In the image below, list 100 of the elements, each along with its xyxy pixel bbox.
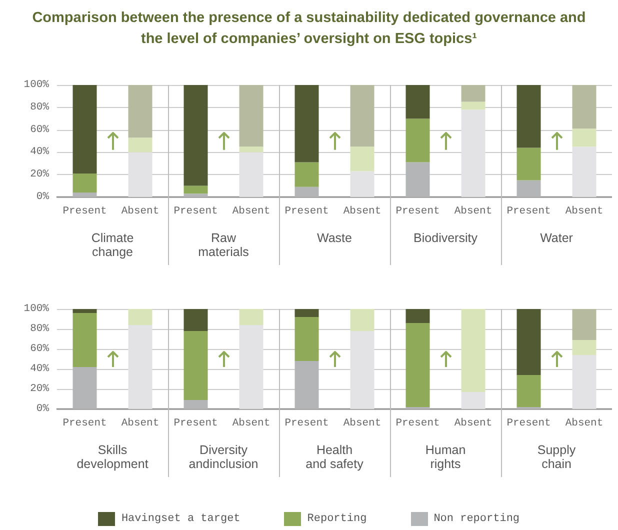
bar: [128, 138, 152, 152]
bar: [461, 85, 486, 102]
y-tick-label: 0%: [36, 403, 50, 415]
bar: [406, 323, 430, 407]
bar: [350, 309, 374, 331]
x-axis-title: Health and safety: [306, 443, 364, 471]
x-tick-label: Absent: [232, 418, 270, 430]
x-tick-label: Absent: [343, 206, 382, 218]
bar: [516, 309, 541, 375]
x-tick-label: Present: [174, 418, 218, 430]
x-tick-label: Present: [506, 418, 551, 430]
bar: [184, 186, 208, 194]
bar: [461, 102, 486, 110]
bar: [350, 331, 374, 409]
bar: [128, 309, 152, 325]
bar: [350, 85, 374, 147]
y-tick-label: 80%: [30, 323, 50, 335]
bar: [516, 148, 541, 180]
bar: [516, 375, 541, 407]
x-axis-title: Biodiversity: [414, 231, 478, 245]
legend-label: Havingset a target: [121, 513, 240, 525]
x-tick-label: Present: [396, 206, 440, 218]
legend-label: Non reporting: [434, 513, 520, 525]
x-axis-title: Water: [540, 231, 573, 245]
bar: [406, 309, 430, 323]
bar: [128, 85, 152, 138]
bar: [350, 171, 374, 197]
y-tick-label: 0%: [36, 191, 50, 203]
bar: [239, 152, 264, 197]
bar: [294, 317, 319, 361]
bar: [406, 85, 430, 119]
x-tick-label: Present: [174, 206, 218, 218]
y-tick-label: 100%: [24, 79, 50, 91]
bar: [406, 118, 430, 162]
x-tick-label: Absent: [121, 418, 160, 430]
y-tick-label: 40%: [30, 146, 50, 158]
x-tick-label: Present: [62, 206, 107, 218]
bar: [294, 162, 319, 187]
bar: [184, 309, 208, 331]
bar: [72, 85, 97, 174]
legend-label: Reporting: [307, 513, 367, 525]
x-tick-label: Present: [506, 206, 551, 218]
x-tick-label: Absent: [565, 206, 604, 218]
x-tick-label: Absent: [454, 418, 492, 430]
bar: [72, 309, 97, 313]
bar: [572, 85, 596, 129]
bar: [72, 313, 97, 367]
x-tick-label: Present: [396, 418, 440, 430]
bar: [572, 355, 596, 409]
bar: [294, 85, 319, 162]
bar: [294, 186, 319, 197]
bar: [239, 325, 264, 409]
x-tick-label: Absent: [565, 418, 604, 430]
bar: [516, 180, 541, 197]
x-tick-label: Present: [284, 418, 329, 430]
x-axis-title: Human rights: [425, 443, 466, 471]
bar: [128, 325, 152, 409]
bar: [516, 85, 541, 148]
bar: [461, 309, 486, 392]
bar: [572, 340, 596, 355]
x-tick-label: Absent: [121, 206, 160, 218]
x-axis-title: Waste: [317, 231, 352, 245]
y-tick-label: 60%: [30, 343, 50, 355]
y-tick-label: 20%: [30, 383, 50, 395]
x-axis-title: Raw materials: [198, 231, 249, 259]
x-axis-title: Diversity andinclusion: [188, 443, 258, 471]
bar: [461, 110, 486, 197]
bar: [72, 192, 97, 197]
bar: [184, 85, 208, 186]
bar: [461, 392, 486, 409]
bar: [572, 309, 596, 340]
bar: [239, 146, 264, 152]
y-tick-label: 40%: [30, 363, 50, 375]
bar: [239, 85, 264, 147]
x-axis-title: Supply chain: [537, 443, 576, 471]
x-axis-title: Climate change: [91, 231, 134, 259]
bar: [239, 309, 264, 325]
bar: [128, 152, 152, 197]
bar: [184, 331, 208, 400]
y-tick-label: 20%: [30, 168, 50, 181]
bar: [72, 367, 97, 409]
text: Comparison between the presence of a sustainability dedicated governance and the level of companies’ oversight on ESG topics¹: [31, 9, 587, 49]
x-tick-label: Absent: [232, 206, 270, 218]
y-tick-label: 80%: [30, 101, 50, 114]
bar: [294, 361, 319, 409]
bar: [572, 146, 596, 197]
x-tick-label: Absent: [454, 206, 492, 218]
x-tick-label: Present: [284, 206, 329, 218]
bar: [350, 146, 374, 172]
x-tick-label: Absent: [343, 418, 382, 430]
x-tick-label: Present: [62, 418, 107, 430]
bar: [184, 194, 208, 197]
bar: [406, 162, 430, 197]
bar: [294, 309, 319, 317]
bar: [184, 400, 208, 409]
bar: [572, 128, 596, 147]
y-tick-label: 60%: [30, 124, 50, 136]
x-axis-title: Skills development: [76, 443, 149, 471]
y-tick-label: 100%: [24, 303, 50, 315]
bar: [72, 173, 97, 193]
